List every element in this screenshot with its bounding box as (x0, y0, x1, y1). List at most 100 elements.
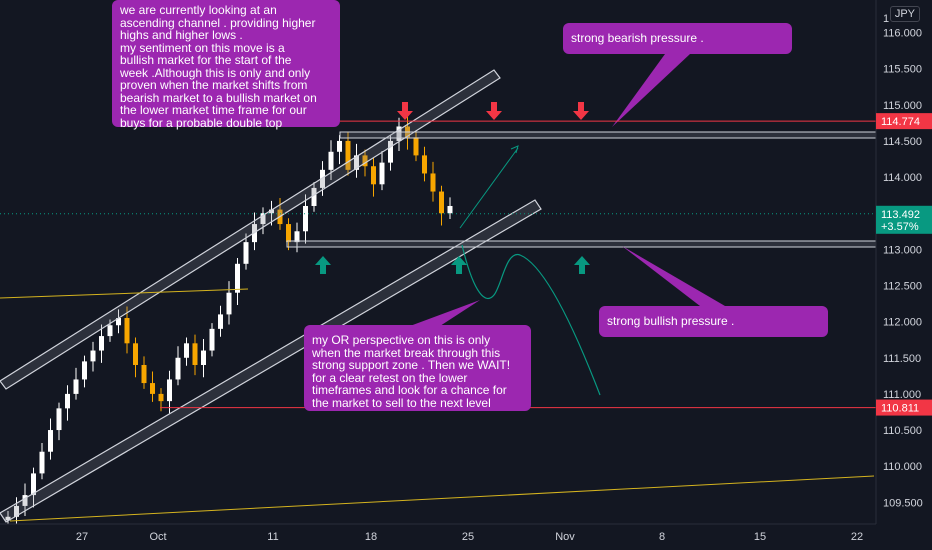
candle-body (116, 318, 121, 326)
y-tick-label: 110.000 (883, 461, 922, 473)
candle-body (201, 350, 206, 365)
candle-body (5, 516, 11, 521)
candle-body (345, 140, 351, 170)
x-tick-label: 11 (267, 531, 278, 543)
candle-body (218, 314, 223, 329)
top-partial-tick: 1 (883, 13, 889, 25)
down-arrow-icon[interactable] (397, 102, 413, 120)
candle-body (269, 209, 274, 214)
candle-body (379, 162, 385, 185)
bearish-note-pointer (612, 54, 690, 127)
projection-down-curve[interactable] (461, 244, 601, 396)
candle-body (260, 213, 266, 225)
y-tick-label: 116.000 (883, 28, 922, 40)
down-arrow-icon[interactable] (486, 102, 502, 120)
candle-body (226, 292, 232, 315)
candle-body (158, 393, 164, 402)
candle-body (311, 187, 317, 206)
candle-body (396, 126, 402, 141)
candle-body (82, 361, 87, 380)
candle-body (413, 137, 419, 156)
price-axis[interactable] (876, 0, 932, 550)
x-tick-label: Nov (555, 531, 575, 543)
candle-body (337, 140, 342, 152)
candle-body (22, 495, 28, 506)
candle-body (133, 343, 138, 365)
price-label-box (876, 205, 932, 234)
candle-body (354, 155, 359, 170)
candle-body (388, 140, 393, 163)
candle-body (167, 379, 172, 402)
price-label-box (876, 399, 932, 416)
y-tick-label: 114.000 (883, 172, 922, 184)
y-tick-label: 113.000 (883, 244, 922, 256)
candle-body (39, 451, 45, 474)
channel-lower-band[interactable] (0, 199, 542, 523)
y-tick-label: 109.500 (883, 497, 923, 509)
x-tick-label: 25 (462, 531, 474, 543)
bottom-note-pointer (410, 300, 480, 326)
y-tick-label: 112.000 (883, 317, 922, 329)
x-tick-label: Oct (149, 531, 166, 543)
time-axis-ticks: 27 Oct 11 18 25 Nov 8 15 22 (76, 531, 863, 543)
y-tick-label: 115.500 (883, 64, 922, 76)
candle-body (235, 263, 240, 293)
candle-body (320, 169, 325, 188)
candle-body (439, 191, 444, 214)
candle-body (362, 155, 368, 167)
channel-upper-band[interactable] (0, 69, 501, 390)
x-tick-label: 18 (365, 531, 377, 543)
y-tick-label: 112.500 (883, 280, 922, 292)
candle-body (209, 328, 215, 351)
price-label-value: 110.811 (881, 403, 919, 415)
up-arrow-icon[interactable] (315, 256, 331, 274)
note-bottom[interactable]: my OR perspective on this is only when t… (304, 325, 531, 411)
candle-body (328, 151, 334, 170)
time-axis[interactable] (0, 524, 932, 550)
projection-up-arrowhead (510, 145, 519, 154)
candle-body (99, 336, 104, 351)
down-arrow-icon[interactable] (573, 102, 589, 120)
y-tick-label: 115.000 (883, 100, 922, 112)
up-arrow-icon[interactable] (451, 256, 467, 274)
x-tick-label: 8 (659, 531, 665, 543)
note-bullish-text: strong bullish pressure . (607, 314, 735, 328)
drawings (0, 54, 877, 523)
candle-body (447, 205, 453, 214)
y-tick-label: 111.500 (883, 353, 921, 365)
note-top[interactable]: we are currently looking at an ascending… (112, 0, 340, 130)
candle-body (107, 325, 113, 337)
candle-body (430, 173, 436, 192)
resistance-zone[interactable] (339, 131, 877, 139)
note-bearish-text: strong bearish pressure . (571, 31, 704, 45)
price-labels: 114.774 113.492+3.57% 110.811 (876, 113, 932, 416)
y-tick-label: 111.000 (883, 389, 921, 401)
x-tick-label: 15 (754, 531, 766, 543)
yellow-trendline-lower[interactable] (9, 475, 875, 522)
up-arrow-icon[interactable] (574, 256, 590, 274)
candle-body (150, 383, 155, 394)
yellow-trendline-upper[interactable] (0, 288, 249, 299)
note-bottom-text: my OR perspective on this is only when t… (312, 333, 511, 410)
note-bearish[interactable]: strong bearish pressure . (563, 23, 792, 54)
candle-body (184, 343, 189, 358)
candle-body (371, 166, 376, 185)
candle-body (422, 155, 427, 174)
x-tick-label: 27 (76, 531, 88, 543)
candle-body (90, 350, 96, 362)
y-tick-label: 114.500 (883, 136, 922, 148)
note-bullish[interactable]: strong bullish pressure . (599, 306, 828, 337)
candle-body (124, 318, 130, 344)
candle-body (192, 343, 198, 365)
note-top-text: we are currently looking at an ascending… (120, 3, 317, 130)
support-zone[interactable] (286, 240, 877, 248)
y-tick-label: 110.500 (883, 425, 922, 437)
candle-body (175, 357, 181, 380)
candle-body (303, 205, 308, 232)
price-label-value: 114.774 (881, 116, 920, 128)
projection-up-line[interactable] (459, 147, 519, 229)
candle-body (286, 224, 291, 243)
x-tick-label: 22 (851, 531, 863, 543)
currency-badge[interactable]: JPY (889, 6, 920, 22)
